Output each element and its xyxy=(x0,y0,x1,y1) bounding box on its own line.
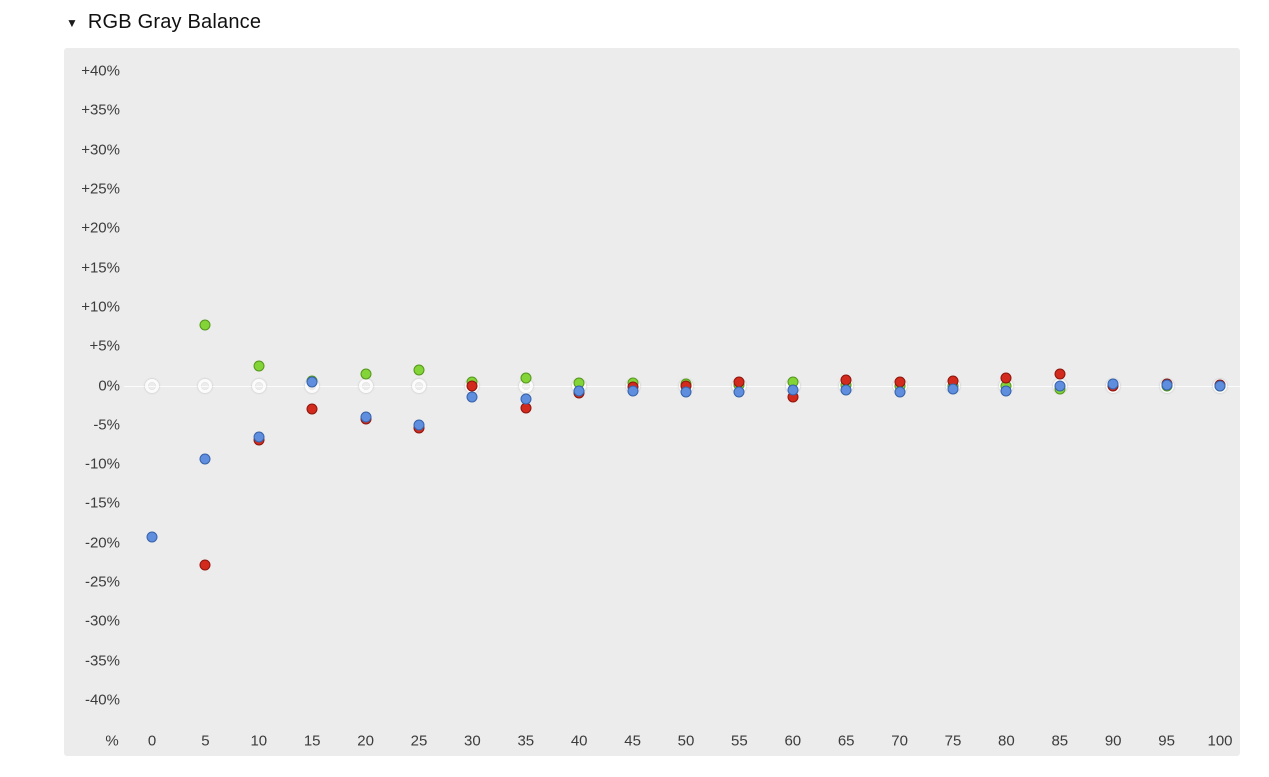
data-point-blue xyxy=(466,391,478,402)
x-axis-tick-label: 35 xyxy=(517,732,535,750)
y-axis-tick-label: -25% xyxy=(84,573,120,591)
section-header-rgb-gray-balance[interactable]: ▼ RGB Gray Balance xyxy=(66,11,261,34)
data-point-green xyxy=(360,368,372,380)
y-axis-tick-label: -15% xyxy=(84,494,120,512)
data-point-blue xyxy=(1214,380,1226,391)
data-point-blue xyxy=(1000,385,1012,397)
data-point-green xyxy=(413,364,425,376)
x-axis-tick-label: 85 xyxy=(1051,732,1069,750)
reference-point xyxy=(145,378,159,393)
page-title: RGB Gray Balance xyxy=(87,11,262,33)
reference-point xyxy=(412,378,426,393)
data-point-red xyxy=(1000,372,1012,384)
data-point-blue xyxy=(733,386,745,398)
x-axis-tick-label: 15 xyxy=(303,732,321,750)
data-point-blue xyxy=(146,531,158,543)
zero-gridline xyxy=(124,386,1269,387)
reference-point xyxy=(358,378,373,393)
y-axis-tick-label: +30% xyxy=(81,141,120,159)
x-axis-tick-label: 5 xyxy=(201,732,210,750)
x-axis-tick-label: 90 xyxy=(1104,732,1122,750)
x-axis-tick-label: 75 xyxy=(944,732,962,750)
data-point-green xyxy=(199,319,211,331)
y-axis-tick-label: +20% xyxy=(81,219,120,237)
x-axis-tick-label: 60 xyxy=(784,732,802,750)
x-axis-tick-label: 100 xyxy=(1207,732,1233,750)
x-axis-tick-label: 80 xyxy=(998,732,1015,750)
x-axis-tick-label: 20 xyxy=(357,732,374,750)
data-point-blue xyxy=(840,384,852,396)
y-axis-tick-label: +5% xyxy=(89,337,120,355)
x-axis-tick-label: 65 xyxy=(837,732,855,750)
x-axis-tick-label: 10 xyxy=(250,732,268,750)
data-point-red xyxy=(1054,368,1066,380)
reference-point xyxy=(198,378,213,393)
data-point-green xyxy=(253,360,265,372)
y-axis-tick-label: -35% xyxy=(84,652,120,670)
data-point-blue xyxy=(199,453,211,465)
reference-point xyxy=(251,378,266,393)
y-axis-tick-label: -30% xyxy=(84,612,120,630)
y-axis-tick-label: -20% xyxy=(84,534,120,552)
y-axis-tick-label: -40% xyxy=(84,691,120,709)
y-axis-tick-label: -5% xyxy=(93,416,120,434)
x-axis-tick-label: 95 xyxy=(1158,732,1175,750)
data-point-blue xyxy=(360,411,372,423)
x-axis-tick-label: 45 xyxy=(624,732,641,750)
x-axis-tick-label: 25 xyxy=(410,732,428,750)
data-point-blue xyxy=(680,386,692,398)
data-point-blue xyxy=(1054,380,1066,391)
y-axis-tick-label: 0% xyxy=(98,377,120,394)
data-point-blue xyxy=(573,385,585,397)
data-point-blue xyxy=(1161,379,1173,391)
x-axis-tick-label: 40 xyxy=(570,732,588,750)
x-axis-unit-label: % xyxy=(105,732,119,750)
data-point-blue xyxy=(947,383,959,395)
x-axis-tick-label: 0 xyxy=(147,732,157,750)
data-point-blue xyxy=(520,393,532,405)
y-axis-tick-label: +10% xyxy=(81,298,120,316)
x-axis-tick-label: 55 xyxy=(731,732,748,750)
data-point-red xyxy=(306,403,318,415)
x-axis-tick-label: 70 xyxy=(891,732,908,750)
y-axis-tick-label: -10% xyxy=(84,455,120,473)
data-point-blue xyxy=(1107,378,1119,390)
data-point-blue xyxy=(253,431,265,443)
data-point-blue xyxy=(306,376,318,388)
y-axis-tick-label: +15% xyxy=(81,259,120,277)
data-point-green xyxy=(520,372,532,384)
x-axis-tick-label: 30 xyxy=(464,732,481,750)
data-point-blue xyxy=(787,384,799,396)
y-axis-tick-label: +35% xyxy=(81,101,120,119)
y-axis-tick-label: +25% xyxy=(81,180,120,198)
data-point-red xyxy=(199,559,211,571)
data-point-blue xyxy=(627,385,639,397)
data-point-blue xyxy=(413,419,425,431)
x-axis-tick-label: 50 xyxy=(677,732,695,750)
chart-panel: +40% +35% +30% +25% +20% +15% +10% +5% 0% -5% -10%… xyxy=(64,48,1269,756)
collapse-triangle-icon: ▼ xyxy=(66,15,78,30)
data-point-blue xyxy=(894,386,906,398)
y-axis-tick-label: +40% xyxy=(81,62,120,80)
